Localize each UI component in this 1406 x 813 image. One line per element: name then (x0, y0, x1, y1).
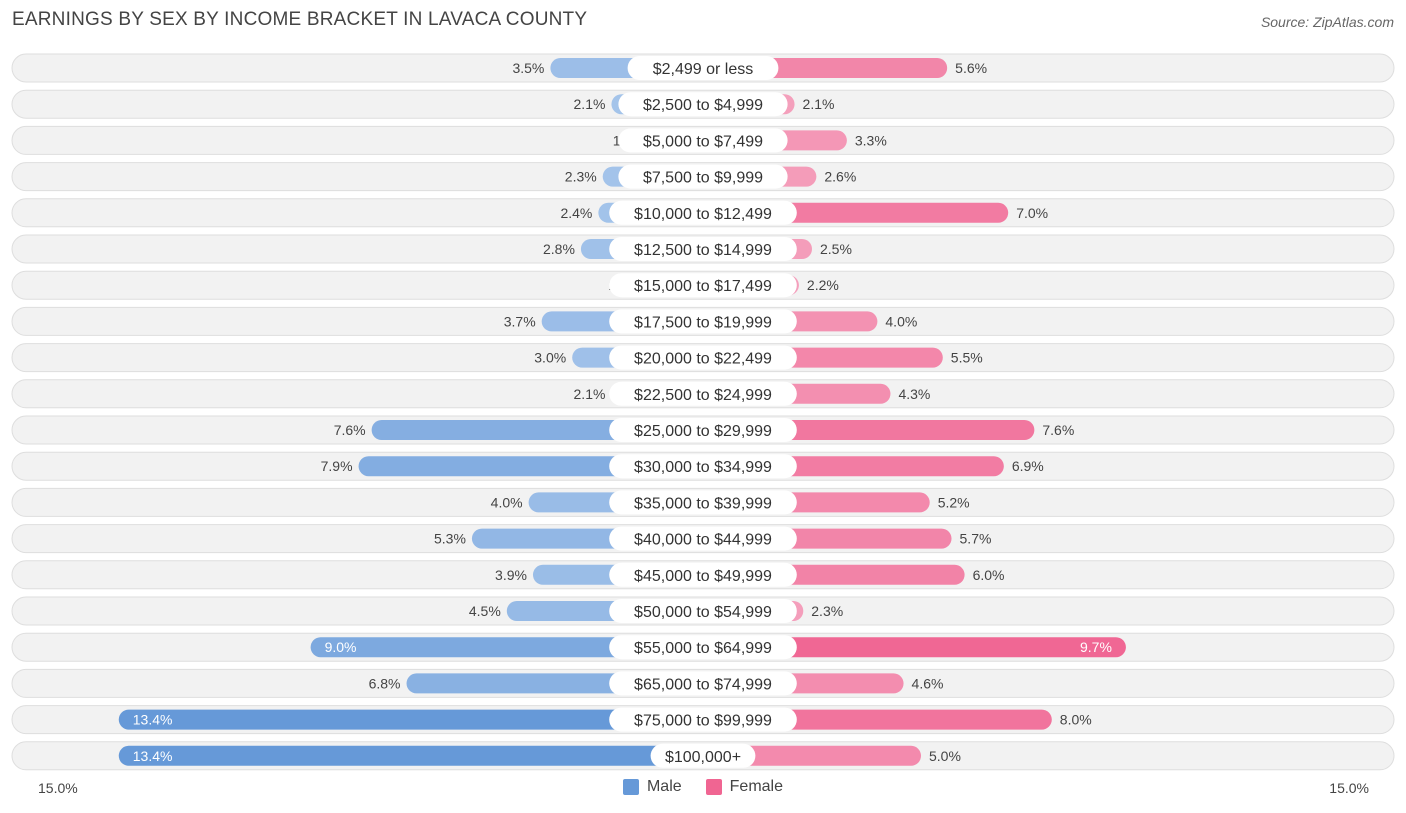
category-label: $22,500 to $24,999 (634, 387, 772, 404)
legend: Male Female (0, 778, 1406, 796)
value-label-male: 2.4% (560, 205, 592, 221)
value-label-female: 4.6% (912, 675, 944, 691)
value-label-male: 2.8% (543, 241, 575, 257)
value-label-female: 4.3% (898, 386, 930, 402)
value-label-female: 4.0% (885, 313, 917, 329)
value-label-male: 3.5% (512, 60, 544, 76)
category-pill (627, 56, 779, 80)
category-label: $2,500 to $4,999 (643, 97, 763, 114)
category-pill (609, 707, 797, 732)
category-pill (609, 418, 797, 442)
axis-left-label: 15.0% (38, 780, 78, 796)
value-label-female: 5.5% (951, 350, 983, 366)
category-label: $75,000 to $99,999 (634, 713, 772, 730)
value-label-female: 6.9% (1012, 458, 1044, 474)
axis-right-label: 15.0% (1329, 780, 1369, 796)
value-label-male: 9.0% (325, 639, 357, 655)
value-label-female: 7.6% (1042, 422, 1074, 438)
category-pill (609, 237, 797, 261)
value-label-male: 3.9% (495, 567, 527, 583)
value-label-female: 2.5% (820, 241, 852, 257)
value-label-male: 2.1% (574, 96, 606, 112)
category-pill (609, 454, 797, 479)
value-label-male: 7.6% (334, 422, 366, 438)
category-label: $15,000 to $17,499 (634, 278, 772, 295)
category-pill (609, 599, 797, 623)
category-label: $50,000 to $54,999 (634, 604, 772, 621)
legend-item-male[interactable]: Male (622, 778, 682, 796)
value-label-female: 9.7% (1080, 639, 1112, 655)
bar-male[interactable] (118, 745, 703, 766)
value-label-female: 2.6% (824, 169, 856, 185)
category-pill (609, 309, 797, 334)
value-label-female: 2.2% (807, 277, 839, 293)
value-label-female: 5.2% (938, 494, 970, 510)
source-label: Source: ZipAtlas.com (1260, 14, 1394, 30)
value-label-female: 2.3% (811, 603, 843, 619)
category-label: $10,000 to $12,499 (634, 206, 772, 223)
bar-male[interactable] (118, 709, 703, 730)
category-label: $25,000 to $29,999 (634, 423, 772, 440)
category-label: $12,500 to $14,999 (634, 242, 772, 259)
legend-label-male: Male (646, 778, 682, 795)
bar-female[interactable] (703, 745, 921, 766)
value-label-male: 4.5% (469, 603, 501, 619)
category-pill (609, 490, 797, 515)
value-label-male: 5.3% (434, 531, 466, 547)
chart-title: EARNINGS BY SEX BY INCOME BRACKET IN LAV… (12, 9, 588, 30)
category-pill (618, 92, 788, 117)
legend-label-female: Female (729, 778, 784, 795)
category-pill (609, 671, 797, 696)
chart-plot: 3.5% 5.6% $2,499 or less 2.1% 2.1% $2,500 to … (11, 53, 1395, 771)
category-pill (609, 200, 797, 225)
category-pill (609, 273, 797, 298)
bar-female[interactable] (703, 637, 1126, 658)
value-label-male: 7.9% (321, 458, 353, 474)
bar-male[interactable] (310, 637, 703, 658)
category-pill (609, 635, 797, 660)
category-label: $35,000 to $39,999 (634, 495, 772, 512)
value-label-male: 3.0% (534, 350, 566, 366)
value-label-female: 3.3% (855, 132, 887, 148)
category-pill (609, 562, 797, 587)
category-pill (618, 128, 788, 153)
category-pill (650, 743, 756, 768)
category-label: $5,000 to $7,499 (643, 133, 763, 150)
value-label-male: 3.7% (504, 313, 536, 329)
legend-swatch-male (622, 779, 639, 795)
category-pill (609, 345, 797, 370)
category-label: $40,000 to $44,999 (634, 532, 772, 549)
category-label: $30,000 to $34,999 (634, 459, 772, 476)
value-label-male: 4.0% (491, 494, 523, 510)
category-label: $100,000+ (665, 749, 741, 766)
value-label-female: 5.6% (955, 60, 987, 76)
legend-swatch-female (705, 779, 722, 795)
category-pill (618, 164, 788, 189)
value-label-female: 6.0% (973, 567, 1005, 583)
value-label-male: 2.1% (574, 386, 606, 402)
category-label: $17,500 to $19,999 (634, 314, 772, 331)
value-label-female: 8.0% (1060, 712, 1092, 728)
value-label-male: 13.4% (133, 748, 173, 764)
value-label-female: 5.0% (929, 748, 961, 764)
category-label: $55,000 to $64,999 (634, 640, 772, 657)
value-label-female: 7.0% (1016, 205, 1048, 221)
value-label-female: 2.1% (803, 96, 835, 112)
value-label-male: 13.4% (133, 712, 173, 728)
category-label: $65,000 to $74,999 (634, 676, 772, 693)
category-pill (609, 526, 797, 551)
category-label: $7,500 to $9,999 (643, 170, 763, 187)
category-label: $20,000 to $22,499 (634, 351, 772, 368)
category-label: $45,000 to $49,999 (634, 568, 772, 585)
value-label-male: 6.8% (369, 675, 401, 691)
value-label-female: 5.7% (960, 531, 992, 547)
value-label-male: 2.3% (565, 169, 597, 185)
category-pill (609, 381, 797, 406)
category-label: $2,499 or less (653, 61, 754, 78)
legend-item-female[interactable]: Female (705, 778, 784, 796)
